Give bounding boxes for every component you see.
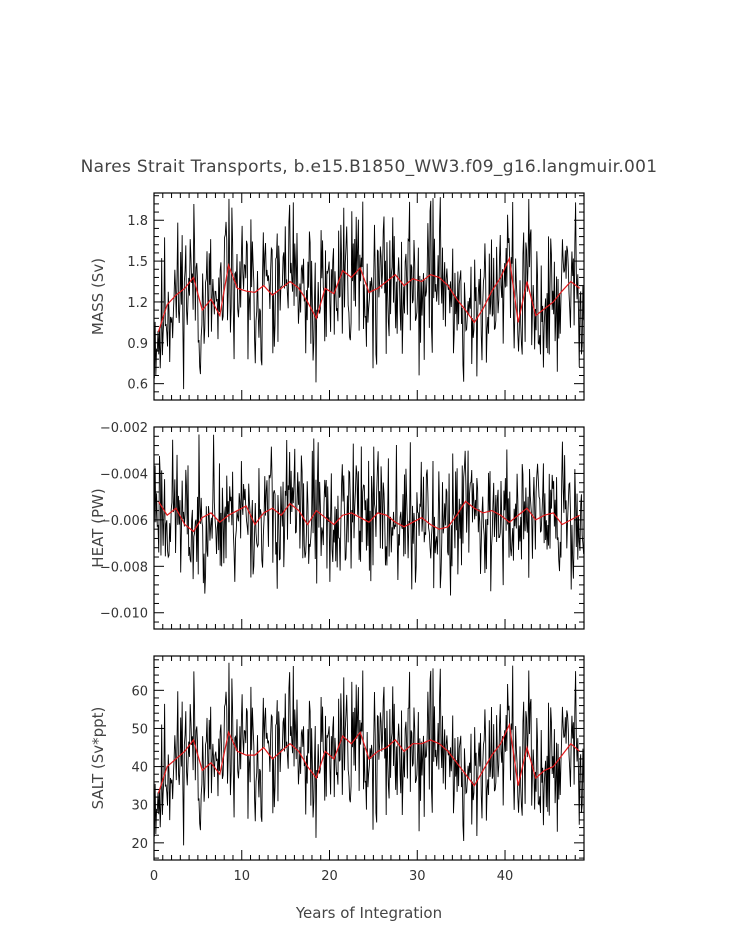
mass-ytick-label: 1.8 xyxy=(127,214,148,229)
heat-annual-mean-line xyxy=(157,500,580,533)
x-tick-label: 30 xyxy=(409,869,426,884)
x-tick-label: 20 xyxy=(321,869,338,884)
salt-ytick-label: 60 xyxy=(131,684,148,699)
salt-annual-mean-line xyxy=(157,722,581,794)
mass-y-axis-label: MASS (Sv) xyxy=(89,258,107,335)
salt-frame xyxy=(153,655,585,861)
x-tick-label: 40 xyxy=(497,869,514,884)
salt-y-axis-label: SALT (Sv*ppt) xyxy=(89,707,107,810)
heat-ytick-label: −0.006 xyxy=(100,514,148,529)
heat-panel: −0.010 −0.008 −0.006 −0.004 −0.002 HEAT (PW) xyxy=(89,421,585,630)
mass-ytick-label: 1.2 xyxy=(127,296,148,311)
heat-y-axis-label: HEAT (PW) xyxy=(89,488,107,567)
salt-ytick-label: 30 xyxy=(131,799,148,814)
mass-frame xyxy=(153,192,585,401)
mass-ytick-label: 0.6 xyxy=(127,378,148,393)
salt-ytick-label: 50 xyxy=(131,722,148,737)
mass-ytick-label: 0.9 xyxy=(127,337,148,352)
x-axis-label: Years of Integration xyxy=(295,904,442,922)
mass-monthly-series-line xyxy=(153,197,585,390)
salt-monthly-series-line xyxy=(153,662,585,846)
mass-panel: 0.6 0.9 1.2 1.5 1.8 MASS (Sv) xyxy=(89,192,585,401)
x-tick-label: 10 xyxy=(233,869,250,884)
mass-ytick-label: 1.5 xyxy=(127,255,148,270)
heat-frame xyxy=(153,426,585,630)
heat-monthly-series-line xyxy=(153,434,585,596)
salt-panel: 20 30 40 50 60 SALT (Sv*ppt) xyxy=(89,655,585,861)
salt-ytick-label: 40 xyxy=(131,761,148,776)
heat-ytick-label: −0.010 xyxy=(100,607,148,622)
heat-ytick-label: −0.004 xyxy=(100,467,148,482)
salt-ytick-label: 20 xyxy=(131,837,148,852)
heat-ytick-label: −0.002 xyxy=(100,421,148,436)
mass-annual-mean-line xyxy=(157,256,580,333)
heat-ytick-label: −0.008 xyxy=(100,560,148,575)
x-tick-label: 0 xyxy=(150,869,158,884)
figure-title: Nares Strait Transports, b.e15.B1850_WW3… xyxy=(81,157,658,177)
